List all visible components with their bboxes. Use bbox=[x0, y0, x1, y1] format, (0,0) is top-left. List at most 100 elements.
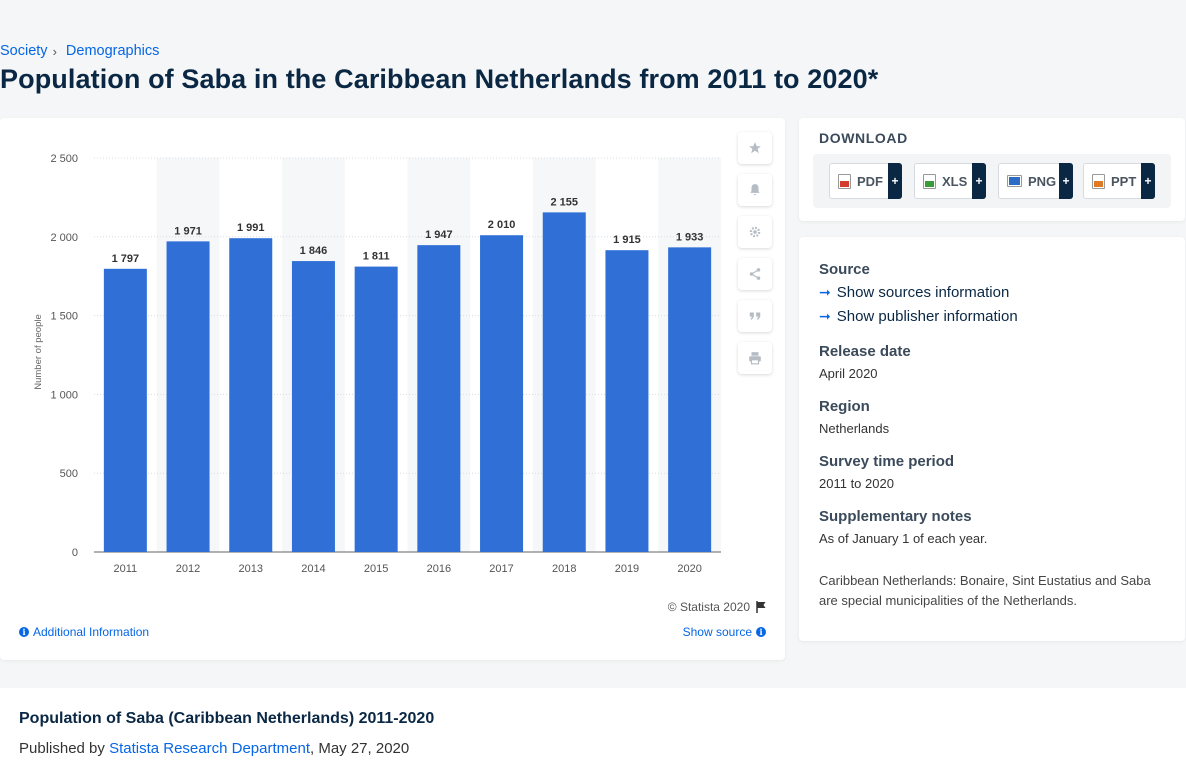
y-axis-title: Number of people bbox=[33, 314, 44, 390]
share-icon[interactable] bbox=[738, 258, 772, 290]
breadcrumb-society[interactable]: Society bbox=[0, 43, 48, 59]
supplementary-notes-line-1: As of January 1 of each year. bbox=[819, 531, 988, 546]
gear-icon[interactable] bbox=[738, 216, 772, 248]
top-bar bbox=[0, 0, 1186, 40]
chart-toolbar bbox=[738, 132, 772, 384]
release-date-value: April 2020 bbox=[819, 366, 878, 381]
y-tick-label: 1 000 bbox=[50, 389, 78, 401]
x-tick-label: 2014 bbox=[301, 563, 325, 575]
xls-file-icon bbox=[923, 173, 936, 189]
region-heading: Region bbox=[819, 398, 870, 415]
print-icon[interactable] bbox=[738, 342, 772, 374]
bar-2013 bbox=[229, 238, 273, 553]
show-sources-link[interactable]: ➞ Show sources information bbox=[819, 284, 1009, 301]
bell-icon[interactable] bbox=[738, 174, 772, 206]
data-label: 1 971 bbox=[174, 225, 202, 237]
download-buttons: PDF + XLS + PNG + PPT + bbox=[813, 154, 1171, 208]
bar-2017 bbox=[480, 235, 524, 552]
data-label: 1 846 bbox=[300, 245, 328, 257]
supplementary-notes-heading: Supplementary notes bbox=[819, 508, 972, 525]
show-source-label: Show source bbox=[682, 625, 752, 639]
plus-icon: + bbox=[888, 163, 902, 199]
star-icon[interactable] bbox=[738, 132, 772, 164]
breadcrumb: Society › Demographics bbox=[0, 43, 159, 59]
x-tick-label: 2013 bbox=[239, 563, 263, 575]
y-tick-label: 2 500 bbox=[50, 153, 78, 165]
data-label: 1 991 bbox=[237, 222, 265, 234]
bar-2014 bbox=[291, 261, 335, 552]
publication-date: , May 27, 2020 bbox=[310, 740, 410, 757]
info-icon: i bbox=[756, 627, 766, 637]
png-file-icon bbox=[1007, 175, 1022, 187]
show-publisher-link[interactable]: ➞ Show publisher information bbox=[819, 308, 1018, 325]
download-ppt-button[interactable]: PPT + bbox=[1083, 163, 1155, 199]
release-date-heading: Release date bbox=[819, 343, 911, 360]
download-ppt-label: PPT bbox=[1111, 173, 1137, 189]
data-label: 1 811 bbox=[363, 251, 390, 263]
publication-byline: Published by Statista Research Departmen… bbox=[19, 740, 409, 757]
additional-information-link[interactable]: i Additional Information bbox=[19, 625, 149, 639]
info-card: Source ➞ Show sources information ➞ Show… bbox=[799, 237, 1185, 641]
region-value: Netherlands bbox=[819, 421, 890, 436]
arrow-right-icon: ➞ bbox=[819, 308, 831, 324]
data-label: 2 155 bbox=[550, 196, 578, 208]
bar-2012 bbox=[166, 241, 210, 552]
download-card: DOWNLOAD PDF + XLS + PNG + PPT + bbox=[799, 118, 1185, 221]
bar-2019 bbox=[605, 250, 649, 553]
info-icon: i bbox=[19, 627, 29, 637]
survey-period-value: 2011 to 2020 bbox=[819, 476, 894, 491]
y-tick-label: 1 500 bbox=[50, 311, 78, 323]
x-tick-label: 2016 bbox=[427, 563, 451, 575]
download-pdf-label: PDF bbox=[857, 173, 883, 189]
survey-period-heading: Survey time period bbox=[819, 453, 955, 470]
bar-2011 bbox=[103, 268, 147, 552]
quote-icon[interactable] bbox=[738, 300, 772, 332]
data-label: 1 947 bbox=[425, 229, 453, 241]
data-label: 2 010 bbox=[488, 219, 516, 231]
download-title: DOWNLOAD bbox=[819, 130, 908, 146]
publisher-link[interactable]: Statista Research Department bbox=[109, 740, 310, 757]
data-label: 1 797 bbox=[112, 253, 140, 265]
x-tick-label: 2020 bbox=[677, 563, 701, 575]
download-png-label: PNG bbox=[1028, 173, 1057, 189]
pdf-file-icon bbox=[838, 173, 851, 189]
bar-2018 bbox=[542, 212, 586, 552]
x-tick-label: 2011 bbox=[114, 563, 138, 575]
x-tick-label: 2017 bbox=[489, 563, 513, 575]
x-tick-label: 2012 bbox=[176, 563, 200, 575]
show-source-link[interactable]: Show source i bbox=[683, 625, 766, 639]
publication-title: Population of Saba (Caribbean Netherland… bbox=[19, 710, 435, 727]
plus-icon: + bbox=[972, 163, 986, 199]
y-tick-label: 2 000 bbox=[50, 232, 78, 244]
x-tick-label: 2019 bbox=[615, 563, 639, 575]
publication-card: Population of Saba (Caribbean Netherland… bbox=[0, 688, 1186, 760]
supplementary-notes-line-2: Caribbean Netherlands: Bonaire, Sint Eus… bbox=[819, 573, 1151, 608]
breadcrumb-demographics[interactable]: Demographics bbox=[65, 43, 160, 59]
download-pdf-button[interactable]: PDF + bbox=[829, 163, 902, 199]
download-xls-label: XLS bbox=[942, 173, 968, 189]
download-png-button[interactable]: PNG + bbox=[998, 163, 1073, 199]
source-heading: Source bbox=[819, 261, 870, 278]
show-sources-label: Show sources information bbox=[836, 284, 1010, 301]
flag-icon[interactable] bbox=[756, 601, 767, 613]
data-label: 1 915 bbox=[613, 234, 641, 246]
y-tick-label: 0 bbox=[72, 547, 78, 559]
additional-information-label: Additional Information bbox=[33, 625, 150, 639]
show-publisher-label: Show publisher information bbox=[836, 308, 1018, 325]
breadcrumb-separator: › bbox=[52, 43, 57, 59]
chart-card: 0 500 1 000 1 500 2 000 2 500 Number of people… bbox=[0, 118, 785, 660]
plus-icon: + bbox=[1141, 163, 1155, 199]
x-tick-label: 2018 bbox=[552, 563, 576, 575]
download-xls-button[interactable]: XLS + bbox=[914, 163, 986, 199]
bar-2015 bbox=[354, 266, 398, 552]
bar-2016 bbox=[417, 245, 461, 552]
bar-chart: 0 500 1 000 1 500 2 000 2 500 Number of people… bbox=[33, 153, 721, 575]
bar-2020 bbox=[668, 247, 712, 553]
copyright-text: © Statista 2020 bbox=[667, 600, 750, 614]
y-tick-label: 500 bbox=[60, 468, 78, 480]
arrow-right-icon: ➞ bbox=[819, 284, 831, 300]
page-title: Population of Saba in the Caribbean Neth… bbox=[0, 64, 879, 94]
x-tick-label: 2015 bbox=[364, 563, 388, 575]
published-by-label: Published by bbox=[19, 740, 110, 757]
copyright: © Statista 2020 bbox=[668, 600, 767, 614]
